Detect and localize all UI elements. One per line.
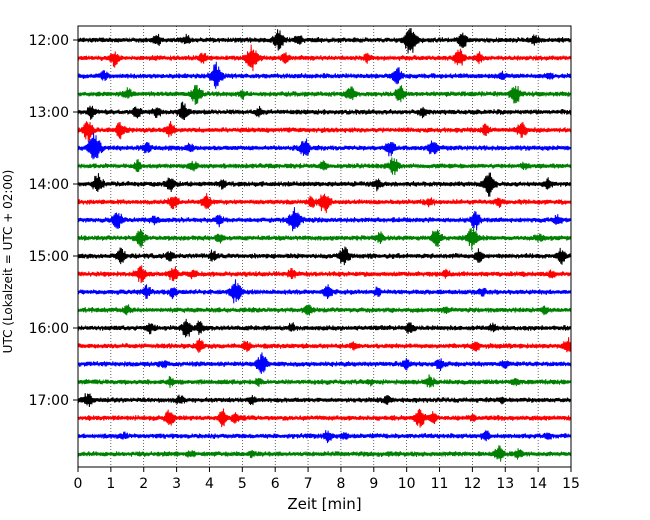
x-tick-label: 12 xyxy=(463,476,481,492)
trace-17:30 xyxy=(77,430,572,444)
x-tick-label: 11 xyxy=(431,476,449,492)
x-tick-label: 2 xyxy=(139,476,148,492)
trace-17:45 xyxy=(77,445,572,462)
trace-13:30 xyxy=(77,132,572,160)
trace-15:30 xyxy=(77,279,572,304)
trace-lines xyxy=(77,28,572,462)
x-tick-label: 9 xyxy=(369,476,378,492)
trace-14:15 xyxy=(77,193,572,214)
trace-12:30 xyxy=(77,61,572,89)
trace-16:30 xyxy=(77,352,572,374)
y-tick-label: 13:00 xyxy=(29,105,69,121)
trace-16:45 xyxy=(77,374,572,388)
trace-16:00 xyxy=(77,318,572,338)
x-tick-label: 15 xyxy=(562,476,580,492)
trace-17:15 xyxy=(77,408,572,428)
trace-15:00 xyxy=(77,246,572,266)
trace-17:00 xyxy=(77,393,572,408)
x-tick-label: 5 xyxy=(238,476,247,492)
trace-14:30 xyxy=(77,207,572,232)
y-axis-label: UTC (Lokalzeit = UTC + 02:00) xyxy=(1,170,15,354)
x-tick-label: 1 xyxy=(106,476,115,492)
trace-14:45 xyxy=(77,227,572,251)
x-tick-label: 4 xyxy=(205,476,214,492)
plot-frame xyxy=(77,25,572,468)
trace-13:00 xyxy=(77,101,572,121)
trace-12:00 xyxy=(77,28,572,54)
x-tick-label: 13 xyxy=(496,476,514,492)
x-tick-label: 3 xyxy=(172,476,181,492)
y-tick-label: 14:00 xyxy=(29,177,69,193)
y-axis-ticks: 12:00 13:00 14:00 15:00 16:00 17:00 xyxy=(29,33,78,409)
x-tick-label: 8 xyxy=(336,476,345,492)
y-tick-label: 12:00 xyxy=(29,33,69,49)
y-tick-label: 17:00 xyxy=(29,393,69,409)
y-tick-label: 15:00 xyxy=(29,249,69,265)
x-axis-label: Zeit [min] xyxy=(287,495,361,513)
trace-15:15 xyxy=(77,265,572,284)
trace-12:15 xyxy=(77,44,572,72)
x-tick-label: 0 xyxy=(74,476,83,492)
x-tick-label: 10 xyxy=(398,476,416,492)
trace-13:15 xyxy=(77,121,572,142)
x-axis-ticks: 0 1 2 3 4 5 6 7 8 9 10 11 12 13 14 15 xyxy=(74,467,580,492)
x-tick-label: 14 xyxy=(529,476,547,492)
y-tick-label: 16:00 xyxy=(29,321,69,337)
trace-16:15 xyxy=(77,337,572,353)
trace-15:45 xyxy=(77,304,572,316)
x-tick-label: 7 xyxy=(304,476,313,492)
trace-12:45 xyxy=(77,84,572,105)
trace-13:45 xyxy=(77,157,572,175)
trace-14:00 xyxy=(77,172,572,197)
x-tick-label: 6 xyxy=(271,476,280,492)
